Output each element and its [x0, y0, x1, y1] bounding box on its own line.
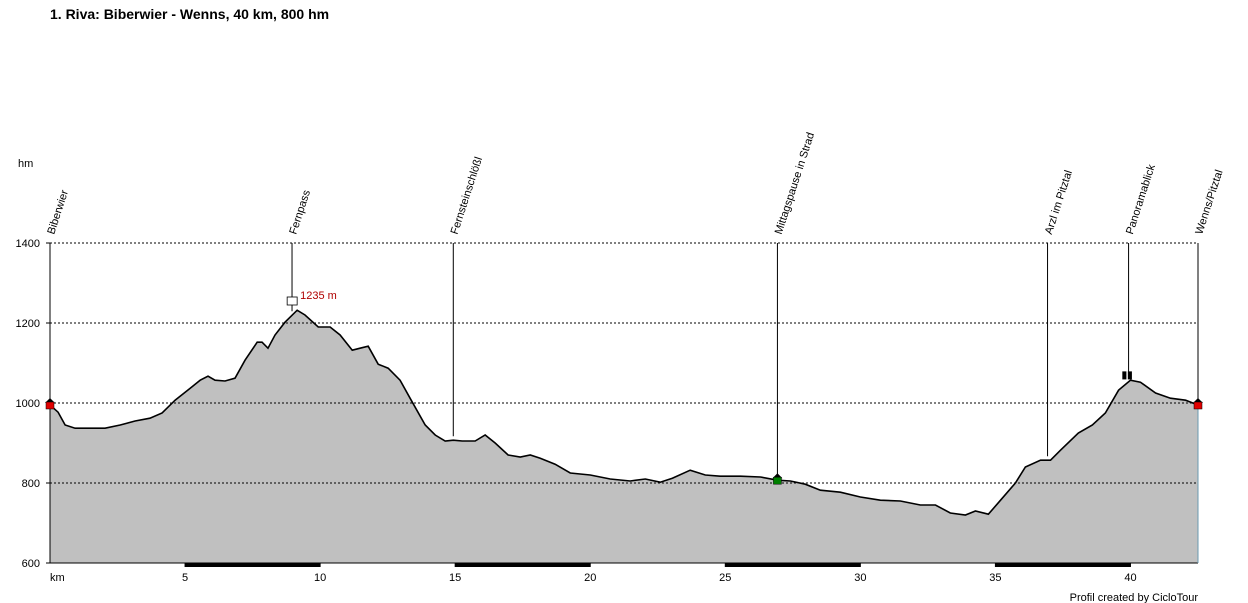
axis-band: [725, 563, 861, 567]
y-tick-label: 1200: [16, 318, 40, 330]
x-tick-label: 15: [449, 572, 461, 584]
x-tick-label: 5: [182, 572, 188, 584]
axis-band: [185, 563, 321, 567]
x-tick-label: 40: [1124, 572, 1136, 584]
chart-title: 1. Riva: Biberwier - Wenns, 40 km, 800 h…: [50, 6, 329, 22]
y-tick-label: 1000: [16, 398, 40, 410]
peak-label: 1235 m: [300, 290, 337, 302]
y-axis-label: hm: [18, 158, 33, 170]
x-tick-label: 25: [719, 572, 731, 584]
x-tick-label: 20: [584, 572, 596, 584]
x-tick-label: 10: [314, 572, 326, 584]
profile-area: [50, 310, 1198, 563]
y-tick-label: 1400: [16, 238, 40, 250]
x-axis-label: km: [50, 572, 65, 584]
x-tick-label: 35: [989, 572, 1001, 584]
footer: Profil created by CicloTour: [1070, 592, 1199, 603]
profile-line: [49, 309, 1199, 516]
lunch-marker: [773, 476, 782, 485]
start-marker: [45, 401, 55, 410]
y-tick-label: 800: [22, 478, 40, 490]
panorama-icon: ▮▮: [1122, 370, 1133, 381]
axis-band: [455, 563, 591, 567]
end-marker: [1193, 401, 1203, 410]
axis-band: [995, 563, 1131, 567]
x-tick-label: 30: [854, 572, 866, 584]
y-tick-label: 600: [22, 558, 40, 570]
peak-flag: [286, 296, 298, 306]
